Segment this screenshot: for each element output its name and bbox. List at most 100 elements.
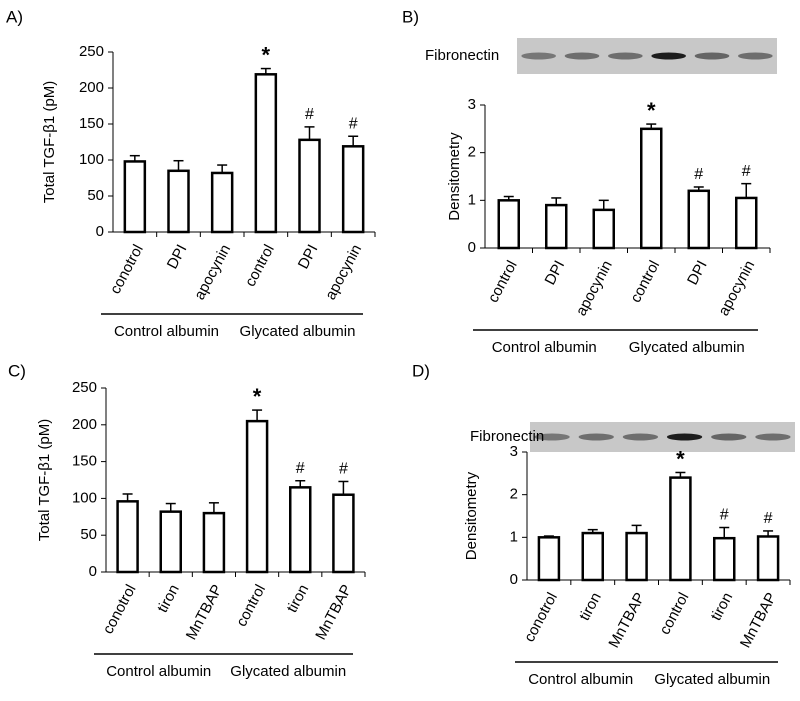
bar (116, 500, 139, 574)
x-tick-label: MnTBAP (183, 582, 226, 643)
x-tick-label: conotrol (521, 590, 561, 645)
bar (245, 419, 269, 574)
bar (625, 531, 648, 582)
x-tick-label: control (627, 258, 663, 306)
x-tick-label: conotrol (107, 242, 147, 297)
y-tick-label: 1 (468, 191, 476, 208)
group-label: Glycated albumin (629, 339, 745, 356)
bar (497, 199, 520, 250)
bar (202, 511, 226, 574)
significance-mark: # (339, 461, 348, 478)
y-axis-label: Total TGF-β1 (pM) (41, 81, 58, 204)
panel-label: B) (402, 7, 419, 26)
blot-image (530, 422, 795, 452)
blot-image (517, 38, 777, 74)
group-label: Control albumin (114, 323, 219, 340)
x-tick-label: DPI (164, 242, 191, 272)
blot-band (622, 433, 659, 441)
x-tick-label: tiron (576, 590, 605, 624)
bar (210, 171, 234, 234)
y-tick-label: 0 (468, 239, 476, 256)
y-tick-label: 100 (79, 151, 104, 168)
significance-mark: * (676, 446, 685, 471)
significance-mark: # (742, 163, 751, 180)
group-label: Glycated albumin (230, 663, 346, 680)
bar (581, 531, 604, 582)
blot-band (738, 52, 773, 60)
x-tick-label: DPI (684, 258, 711, 288)
y-axis-label: Total TGF-β1 (pM) (36, 419, 53, 542)
blot-label: Fibronectin (470, 428, 544, 445)
x-tick-label: MnTBAP (737, 590, 780, 651)
x-tick-label: control (233, 582, 269, 630)
blot-band (651, 52, 687, 60)
y-tick-label: 200 (79, 79, 104, 96)
bar (545, 203, 568, 250)
y-tick-label: 200 (72, 416, 97, 433)
bar (254, 73, 278, 234)
bar (687, 189, 710, 250)
y-tick-label: 100 (72, 489, 97, 506)
y-tick-label: 50 (80, 526, 97, 543)
bar (735, 196, 758, 250)
x-tick-label: control (485, 258, 521, 306)
blot-band (755, 433, 791, 441)
blot-band (564, 52, 600, 60)
blot-band (711, 433, 747, 441)
x-tick-label: DPI (542, 258, 569, 288)
blot-band (608, 52, 643, 60)
y-tick-label: 150 (79, 115, 104, 132)
x-tick-label: MnTBAP (312, 582, 355, 643)
blot-band (521, 52, 557, 60)
group-label: Glycated albumin (654, 671, 770, 688)
y-tick-label: 2 (510, 486, 518, 503)
significance-mark: # (764, 510, 773, 527)
x-tick-label: tiron (708, 590, 737, 624)
x-tick-label: apocynin (191, 242, 234, 303)
y-tick-label: 150 (72, 453, 97, 470)
bar (537, 536, 561, 582)
significance-mark: * (262, 42, 271, 67)
group-label: Control albumin (528, 671, 633, 688)
y-tick-label: 0 (89, 563, 97, 580)
group-label: Control albumin (106, 663, 211, 680)
panel-label: D) (412, 361, 430, 380)
bar (756, 535, 780, 582)
significance-mark: # (305, 106, 314, 123)
y-tick-label: 1 (510, 528, 518, 545)
y-axis-label: Densitometry (463, 471, 480, 560)
significance-mark: # (720, 507, 729, 524)
y-tick-label: 2 (468, 144, 476, 161)
significance-mark: # (349, 115, 358, 132)
significance-mark: # (296, 460, 305, 477)
significance-mark: # (694, 166, 703, 183)
y-tick-label: 250 (72, 379, 97, 396)
bar (298, 138, 321, 234)
bar (713, 536, 736, 582)
x-tick-label: apocynin (715, 258, 758, 319)
x-tick-label: conotrol (100, 582, 140, 637)
x-tick-label: tiron (284, 582, 313, 616)
bar (289, 486, 312, 574)
blot-label: Fibronectin (425, 47, 499, 64)
blot-band (666, 433, 703, 441)
bar (159, 510, 182, 574)
x-tick-label: apocynin (573, 258, 616, 319)
y-tick-label: 3 (510, 443, 518, 460)
bar (332, 493, 355, 574)
panel-label: C) (8, 361, 26, 380)
y-axis-label: Densitometry (446, 132, 463, 221)
x-tick-label: MnTBAP (605, 590, 648, 651)
y-tick-label: 3 (468, 96, 476, 113)
significance-mark: * (647, 98, 656, 123)
x-tick-label: control (242, 242, 278, 290)
y-tick-label: 0 (96, 223, 104, 240)
x-tick-label: apocynin (322, 242, 365, 303)
blot-band (534, 433, 570, 441)
panel-label: A) (6, 7, 23, 26)
bar (640, 127, 663, 250)
y-tick-label: 0 (510, 571, 518, 588)
bar (167, 169, 190, 234)
y-tick-label: 250 (79, 43, 104, 60)
